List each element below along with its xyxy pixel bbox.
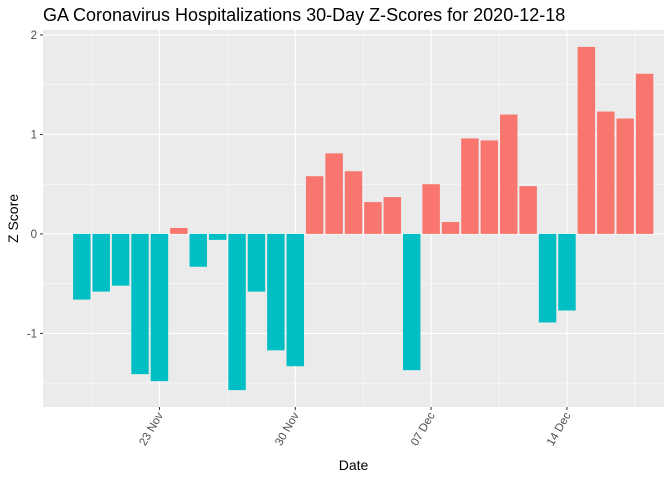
y-axis: -1 0 1 2 xyxy=(27,30,43,340)
bar xyxy=(131,233,149,375)
x-tick-label: 14 Dec xyxy=(545,410,574,448)
bar xyxy=(73,233,91,300)
y-tick-label: 0 xyxy=(31,229,37,241)
bar xyxy=(461,138,479,234)
bar xyxy=(519,186,537,234)
bar xyxy=(422,184,440,234)
bar xyxy=(635,73,654,234)
bar xyxy=(383,197,402,234)
bar xyxy=(441,221,460,234)
bar xyxy=(286,233,305,367)
bar xyxy=(344,171,363,234)
bar xyxy=(364,202,382,234)
bar xyxy=(150,233,169,382)
y-tick-label: -1 xyxy=(27,328,37,340)
bar xyxy=(597,111,615,234)
x-tick-label: 07 Dec xyxy=(409,410,438,448)
bar xyxy=(267,233,285,351)
bar xyxy=(189,233,207,267)
x-tick-label: 23 Nov xyxy=(137,410,166,448)
x-axis: 23 Nov 30 Nov 07 Dec 14 Dec xyxy=(137,407,574,448)
bar xyxy=(92,233,110,292)
bar xyxy=(558,233,576,311)
bar xyxy=(325,153,343,234)
x-tick-label: 30 Nov xyxy=(273,410,302,448)
bar xyxy=(616,118,634,234)
y-tick-label: 1 xyxy=(31,129,37,141)
bar xyxy=(247,233,266,292)
bar xyxy=(208,233,227,240)
bar xyxy=(305,176,324,234)
bar xyxy=(170,227,188,234)
chart-title: GA Coronavirus Hospitalizations 30-Day Z… xyxy=(43,5,565,25)
bar xyxy=(111,233,130,286)
bar xyxy=(402,233,421,371)
y-tick-label: 2 xyxy=(31,30,37,42)
x-axis-title: Date xyxy=(339,457,369,473)
bar xyxy=(228,233,246,391)
bar xyxy=(577,46,596,234)
bar xyxy=(480,140,499,234)
y-axis-title: Z Score xyxy=(5,194,21,243)
bar xyxy=(538,233,557,323)
bars xyxy=(73,46,654,391)
bar xyxy=(500,114,518,234)
